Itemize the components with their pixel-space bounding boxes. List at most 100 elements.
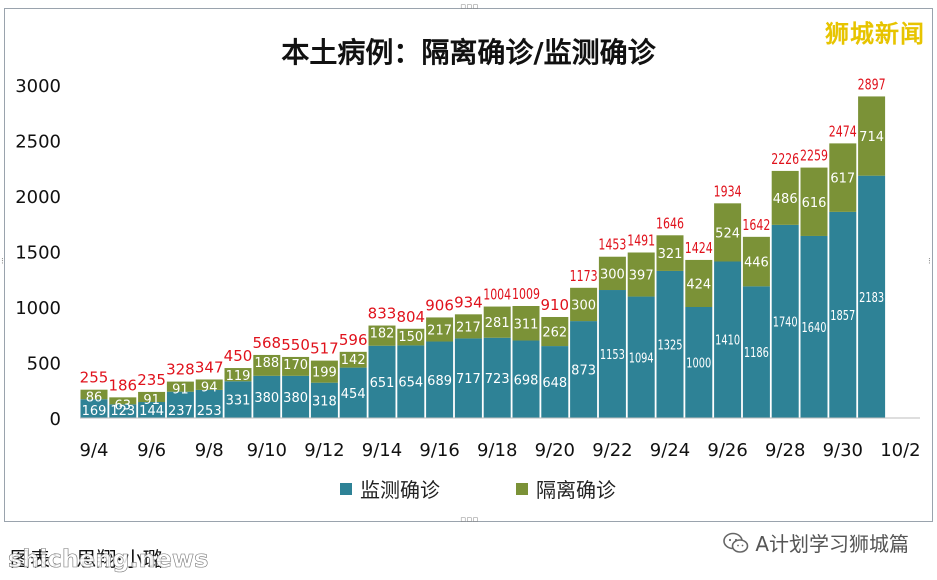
data-label-monitor: 454: [341, 387, 366, 402]
y-tick-label: 1000: [15, 298, 61, 319]
data-label-total: 1009: [512, 285, 540, 303]
y-tick-label: 2500: [15, 132, 61, 153]
data-label-quarantine: 91: [143, 393, 160, 408]
data-label-monitor: 237: [168, 404, 193, 419]
bar-quarantine: [426, 317, 454, 342]
data-label-total: 833: [368, 305, 397, 323]
data-label-total: 1934: [714, 182, 742, 200]
data-label-total: 1642: [742, 216, 770, 234]
bar-monitor: [742, 286, 770, 418]
data-label-total: 910: [540, 296, 569, 314]
data-label-total: 1453: [598, 236, 626, 254]
data-label-quarantine: 486: [773, 192, 798, 207]
data-label-quarantine: 199: [312, 366, 337, 381]
bar-monitor: [771, 224, 799, 418]
data-label-quarantine: 142: [341, 353, 366, 368]
data-label-monitor: 331: [226, 394, 251, 409]
bar-quarantine: [771, 170, 799, 225]
data-label-total: 1646: [656, 214, 684, 232]
legend-label-monitor: 监测确诊: [360, 478, 440, 502]
y-tick-label: 500: [27, 354, 61, 375]
data-label-monitor: 654: [398, 376, 423, 391]
data-label-monitor: 1410: [715, 334, 740, 349]
data-label-quarantine: 424: [686, 277, 711, 292]
bar-monitor: [138, 402, 166, 418]
bar-quarantine: [627, 252, 655, 297]
data-label-quarantine: 311: [514, 317, 539, 332]
bar-quarantine: [483, 306, 511, 338]
chart-credit: 图表： 思翔·小璐: [10, 547, 163, 571]
bar-quarantine: [512, 306, 540, 341]
bar-quarantine: [598, 256, 626, 291]
data-label-monitor: 169: [82, 404, 107, 419]
data-label-quarantine: 217: [427, 323, 452, 338]
data-label-quarantine: 91: [172, 383, 189, 398]
resize-handle-bottom[interactable]: ▫▫▫: [460, 515, 479, 525]
data-label-monitor: 123: [110, 404, 135, 419]
data-label-monitor: 648: [542, 376, 567, 391]
bar-monitor: [829, 211, 857, 418]
data-label-total: 2474: [829, 122, 857, 140]
x-tick-label: 10/2: [880, 440, 920, 461]
wechat-icon: [723, 532, 749, 553]
bar-monitor: [339, 367, 367, 418]
bar-monitor: [253, 375, 281, 418]
wechat-account: A计划学习狮城篇: [723, 528, 909, 557]
y-tick-label: 3000: [15, 76, 61, 97]
resize-handle-top[interactable]: ▫▫▫: [460, 2, 479, 12]
bar-quarantine: [858, 96, 886, 176]
data-label-quarantine: 262: [542, 326, 567, 341]
data-label-total: 1491: [627, 231, 655, 249]
bar-monitor: [714, 261, 742, 418]
data-label-quarantine: 281: [485, 316, 510, 331]
data-label-quarantine: 170: [283, 358, 308, 373]
bar-quarantine: [166, 381, 194, 392]
data-label-quarantine: 321: [658, 247, 683, 262]
resize-handle-right[interactable]: ⁝: [928, 257, 931, 267]
bar-monitor: [109, 404, 137, 418]
legend-label-quarantine: 隔离确诊: [536, 478, 616, 502]
bar-monitor: [858, 175, 886, 418]
bar-monitor: [685, 307, 713, 418]
y-tick-label: 1500: [15, 243, 61, 264]
data-label-quarantine: 217: [456, 320, 481, 335]
y-tick-label: 2000: [15, 187, 61, 208]
bar-quarantine: [368, 325, 396, 346]
bar-quarantine: [685, 259, 713, 307]
x-tick-label: 9/12: [304, 440, 344, 461]
legend-item-monitor: 监测确诊: [340, 474, 440, 503]
data-label-monitor: 723: [485, 372, 510, 387]
resize-handle-left[interactable]: ⁝: [1, 257, 4, 267]
x-tick-label: 9/22: [592, 440, 632, 461]
bar-monitor: [282, 375, 310, 418]
data-label-total: 186: [108, 376, 137, 394]
bar-monitor: [598, 290, 626, 418]
data-label-quarantine: 86: [86, 391, 103, 406]
data-label-monitor: 1153: [600, 348, 625, 363]
data-label-monitor: 1640: [802, 321, 827, 336]
bar-monitor: [541, 346, 569, 418]
bar-monitor: [166, 391, 194, 418]
data-label-monitor: 698: [514, 373, 539, 388]
data-label-quarantine: 150: [398, 330, 423, 345]
data-label-quarantine: 616: [802, 196, 827, 211]
bar-quarantine: [397, 328, 425, 346]
x-tick-label: 9/24: [650, 440, 690, 461]
bar-monitor: [512, 340, 540, 418]
x-tick-label: 9/26: [707, 440, 747, 461]
bar-monitor: [310, 382, 338, 418]
x-tick-label: 9/18: [477, 440, 517, 461]
x-tick-label: 9/10: [247, 440, 287, 461]
legend-item-quarantine: 隔离确诊: [516, 474, 616, 503]
data-label-total: 1424: [685, 239, 713, 257]
data-label-total: 1173: [570, 267, 598, 285]
bar-quarantine: [714, 203, 742, 262]
data-label-quarantine: 714: [859, 130, 884, 145]
data-label-monitor: 2183: [859, 291, 884, 306]
bar-quarantine: [570, 287, 598, 322]
legend-swatch-quarantine: [516, 482, 528, 495]
data-label-total: 550: [281, 336, 310, 354]
x-tick-label: 9/8: [195, 440, 224, 461]
data-label-monitor: 144: [139, 404, 164, 419]
